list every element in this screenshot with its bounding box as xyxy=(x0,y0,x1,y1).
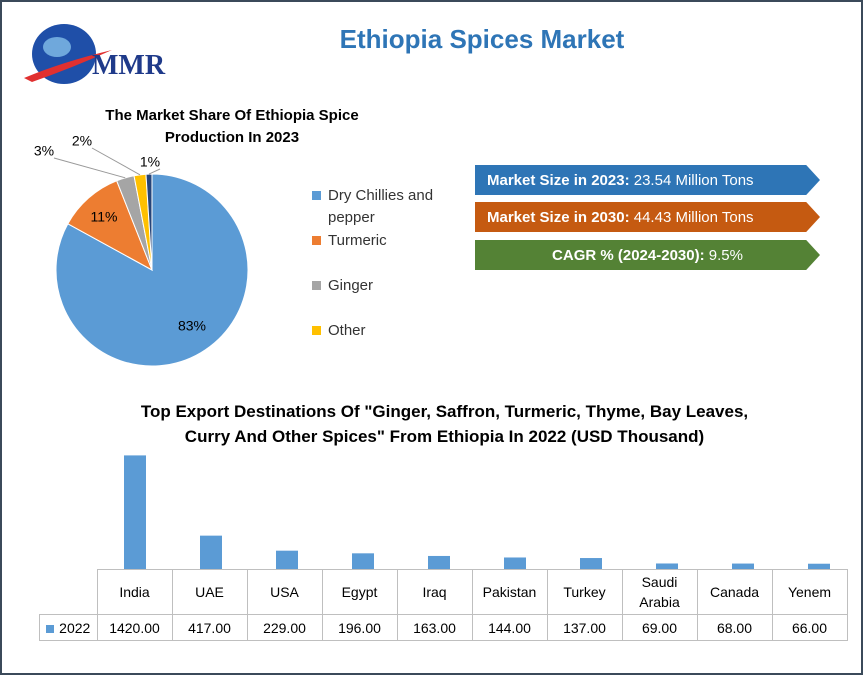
legend-label: Other xyxy=(328,322,366,339)
leader-line xyxy=(148,168,161,175)
bar xyxy=(656,563,678,569)
bar xyxy=(124,455,146,569)
leader-line xyxy=(53,157,126,179)
legend-label: Ginger xyxy=(328,277,374,294)
logo-land xyxy=(43,37,71,57)
stat-box: Market Size in 2023: 23.54 Million Tons xyxy=(475,165,820,195)
header-row: India UAE USA Egypt Iraq Pakistan Turkey Saudi … xyxy=(39,569,848,615)
stat-value: 44.43 Million Tons xyxy=(633,208,754,226)
stat-box: Market Size in 2030: 44.43 Million Tons xyxy=(475,202,820,232)
category-cell: Egypt xyxy=(321,569,398,615)
category-cell: Yenem xyxy=(771,569,848,615)
corner-cell xyxy=(39,569,98,615)
category-cell: Iraq xyxy=(396,569,473,615)
value-cell: 137.00 xyxy=(546,614,623,641)
bar xyxy=(580,558,602,569)
legend-entry: Turmeric xyxy=(312,230,462,275)
bar xyxy=(276,550,298,569)
legend-label: Turmeric xyxy=(328,232,387,249)
legend-key xyxy=(312,236,321,245)
category-cell: Pakistan xyxy=(471,569,548,615)
logo-text: MMR xyxy=(92,50,166,81)
pie-label: 83% xyxy=(178,318,206,334)
stat-value: 23.54 Million Tons xyxy=(633,171,754,189)
value-cell: 229.00 xyxy=(246,614,323,641)
title: Ethiopia Spices Market xyxy=(339,24,625,54)
value-row: 2022 1420.00 417.00 229.00 196.00 163.00 144.0… xyxy=(39,614,848,641)
data-table: India UAE USA Egypt Iraq Pakistan Turkey Saudi … xyxy=(39,569,848,641)
legend-key xyxy=(312,326,321,335)
logo-swoosh xyxy=(24,50,112,82)
legend-key xyxy=(312,281,321,290)
value-cell: 68.00 xyxy=(696,614,773,641)
legend-key xyxy=(312,191,321,200)
legend-key xyxy=(46,624,55,633)
stat-label: Market Size in 2030: xyxy=(487,208,630,226)
pie-label: 1% xyxy=(140,154,160,170)
legend-label: Dry Chillies and pepper xyxy=(328,187,434,226)
stat-label: CAGR % (2024-2030): xyxy=(552,246,705,264)
stat-label: Market Size in 2023: xyxy=(487,171,630,189)
bar xyxy=(808,563,830,569)
value-cell: 417.00 xyxy=(171,614,248,641)
category-cell: Saudi Arabia xyxy=(621,569,698,615)
pie-label: 2% xyxy=(72,133,92,149)
pie-label: 11% xyxy=(91,209,118,225)
series-name: 2022 xyxy=(59,619,91,636)
pie-label: 3% xyxy=(34,143,54,159)
pie-slice xyxy=(67,180,153,272)
value-cell: 144.00 xyxy=(471,614,548,641)
pie-slice xyxy=(55,173,249,367)
bar xyxy=(428,555,450,569)
value-cell: 196.00 xyxy=(321,614,398,641)
legend-entry: Dry Chillies and pepper xyxy=(312,185,462,230)
leader-line xyxy=(91,147,141,176)
legend: Dry Chillies and pepper Turmeric Ginger Oth… xyxy=(312,185,462,365)
stat-box: CAGR % (2024-2030): 9.5% xyxy=(475,240,820,270)
series-cell: 2022 xyxy=(39,614,98,641)
bar xyxy=(200,535,222,569)
stat-value: 9.5% xyxy=(708,246,743,264)
value-cell: 66.00 xyxy=(771,614,848,641)
pie-title: The Market Share Of Ethiopia Spice Produ… xyxy=(105,107,359,146)
bar xyxy=(732,563,754,569)
category-cell: India xyxy=(96,569,173,615)
value-cell: 163.00 xyxy=(396,614,473,641)
category-cell: Canada xyxy=(696,569,773,615)
legend-entry: Other xyxy=(312,320,462,365)
bar-title: Top Export Destinations Of "Ginger, Saff… xyxy=(140,402,749,446)
category-cell: Turkey xyxy=(546,569,623,615)
category-cell: UAE xyxy=(171,569,248,615)
value-cell: 1420.00 xyxy=(96,614,173,641)
bar xyxy=(504,557,526,569)
legend-entry: Ginger xyxy=(312,275,462,320)
category-cell: USA xyxy=(246,569,323,615)
value-cell: 69.00 xyxy=(621,614,698,641)
bar xyxy=(352,553,374,569)
